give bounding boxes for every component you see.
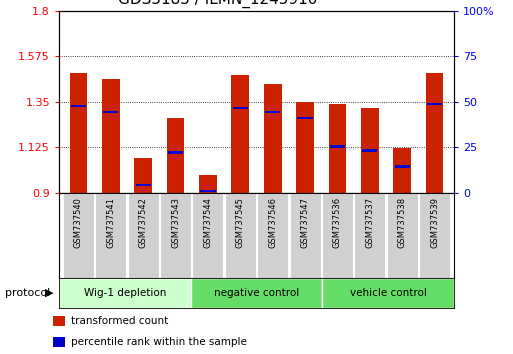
Bar [70, 73, 87, 193]
Bar [167, 118, 185, 193]
Bar [257, 193, 288, 278]
Bar [225, 193, 256, 278]
Bar [361, 108, 379, 193]
Bar [362, 149, 378, 152]
Bar [71, 105, 86, 107]
Bar [233, 107, 248, 109]
Text: GSM737541: GSM737541 [106, 197, 115, 248]
Text: negative control: negative control [214, 288, 299, 298]
Bar [322, 278, 454, 308]
Bar [328, 104, 346, 193]
Bar [135, 184, 151, 186]
Text: GSM737544: GSM737544 [204, 197, 212, 248]
Bar [322, 193, 353, 278]
Bar [298, 117, 312, 119]
Bar [201, 190, 215, 192]
Bar [168, 151, 183, 154]
Text: protocol: protocol [5, 288, 50, 298]
Bar [160, 193, 191, 278]
Text: GSM737537: GSM737537 [365, 197, 374, 248]
Bar [296, 102, 314, 193]
Text: GSM737538: GSM737538 [398, 197, 407, 248]
Bar [199, 175, 217, 193]
Bar [63, 193, 94, 278]
Bar [264, 84, 282, 193]
Bar [59, 278, 191, 308]
Bar [53, 316, 65, 326]
Text: percentile rank within the sample: percentile rank within the sample [71, 337, 247, 347]
Bar [231, 75, 249, 193]
Bar [191, 278, 322, 308]
Text: GSM737546: GSM737546 [268, 197, 277, 248]
Bar [330, 145, 345, 148]
Text: GSM737539: GSM737539 [430, 197, 439, 248]
Text: GDS5185 / ILMN_1245910: GDS5185 / ILMN_1245910 [118, 0, 318, 8]
Text: Wig-1 depletion: Wig-1 depletion [84, 288, 166, 298]
Bar [387, 193, 418, 278]
Text: GSM737543: GSM737543 [171, 197, 180, 248]
Bar [265, 111, 280, 113]
Bar [192, 193, 224, 278]
Bar [426, 73, 443, 193]
Bar [354, 193, 385, 278]
Bar [134, 159, 152, 193]
Bar [393, 148, 411, 193]
Bar [53, 337, 65, 347]
Bar [95, 193, 126, 278]
Bar [394, 165, 410, 168]
Text: GSM737536: GSM737536 [333, 197, 342, 248]
Text: vehicle control: vehicle control [350, 288, 427, 298]
Text: transformed count: transformed count [71, 316, 168, 326]
Text: GSM737547: GSM737547 [301, 197, 309, 248]
Bar [128, 193, 159, 278]
Text: ▶: ▶ [45, 288, 53, 298]
Bar [419, 193, 450, 278]
Bar [103, 111, 119, 113]
Text: GSM737545: GSM737545 [236, 197, 245, 248]
Text: GSM737540: GSM737540 [74, 197, 83, 248]
Bar [102, 80, 120, 193]
Bar [427, 103, 442, 105]
Bar [289, 193, 321, 278]
Text: GSM737542: GSM737542 [139, 197, 148, 248]
